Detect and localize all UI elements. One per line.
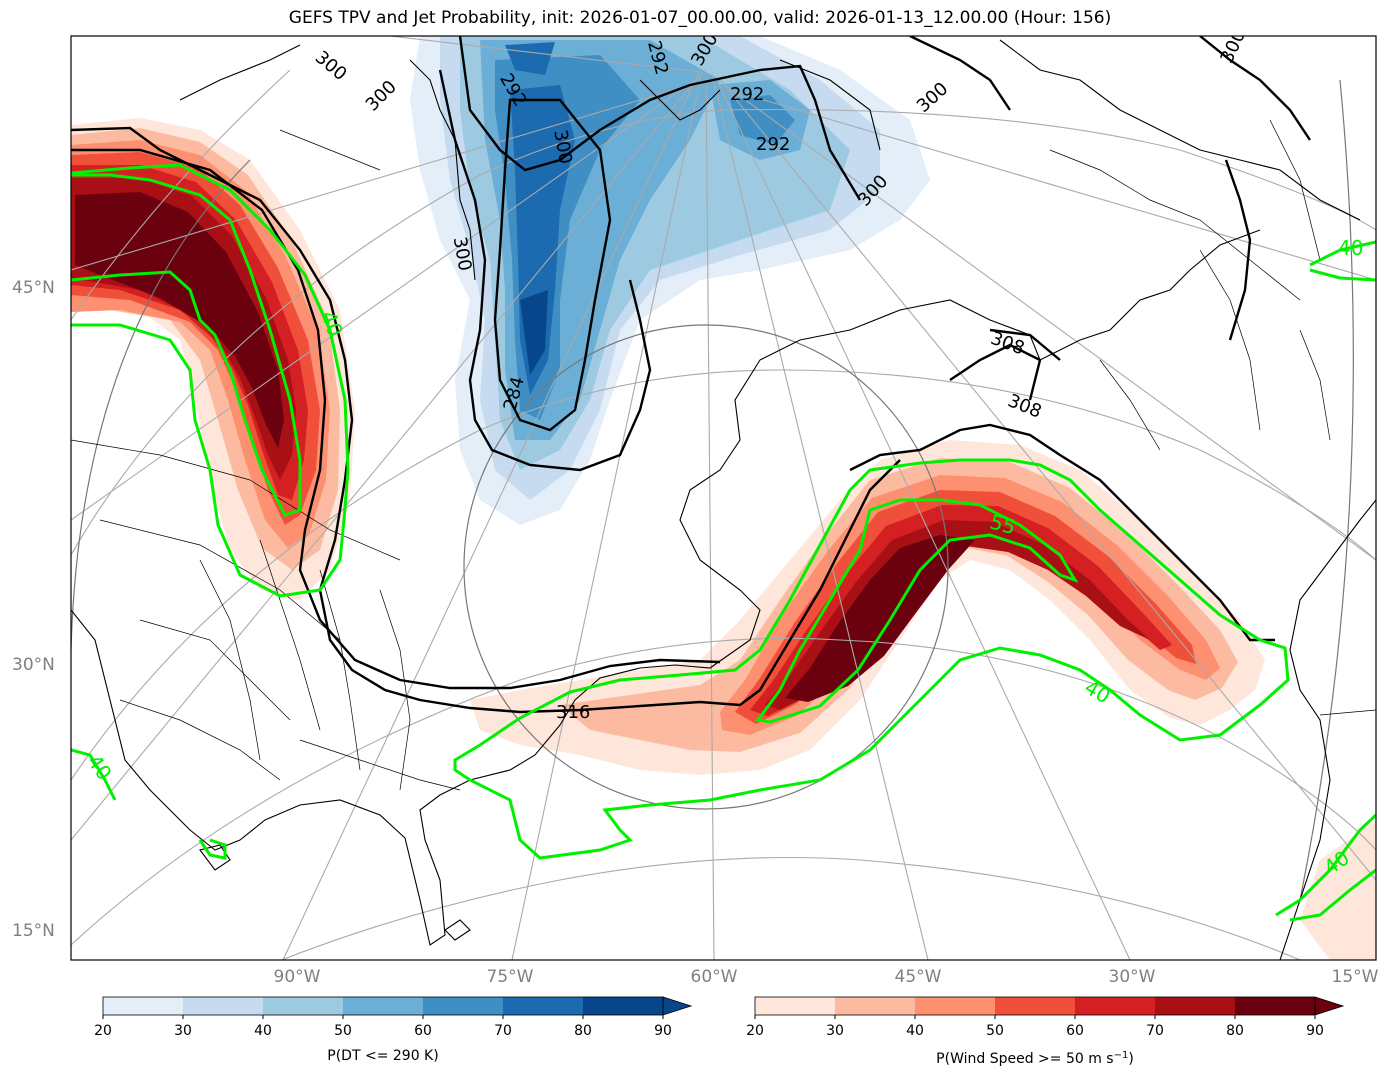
colorbar-tick-label: 90 bbox=[1306, 1023, 1324, 1039]
colorbar-tick-label: 40 bbox=[254, 1023, 272, 1039]
colorbar-bin bbox=[263, 997, 344, 1015]
colorbar-bin bbox=[103, 997, 184, 1015]
colorbar-wind-label-suffix: ) bbox=[1128, 1051, 1133, 1067]
dt-contour-label: 292 bbox=[756, 134, 790, 155]
lat-label: 45°N bbox=[12, 278, 55, 298]
colorbar-bin bbox=[835, 997, 916, 1015]
colorbar-tick-label: 30 bbox=[174, 1023, 192, 1039]
colorbar-dt: 20 30 40 50 60 70 80 90 P(DT <= 290 K) bbox=[94, 996, 693, 1064]
lon-label: 45°W bbox=[895, 967, 942, 987]
colorbar-bin bbox=[995, 997, 1076, 1015]
jet-probability-east bbox=[1300, 820, 1376, 960]
colorbar-tick-label: 40 bbox=[906, 1023, 924, 1039]
colorbar-extend-arrow bbox=[662, 996, 693, 1016]
colorbar-wind-label-prefix: P(Wind Speed >= 50 m s bbox=[936, 1051, 1113, 1067]
political-borders bbox=[71, 119, 1376, 791]
colorbar-extend-arrow bbox=[1314, 996, 1345, 1016]
colorbar-tick-label: 20 bbox=[746, 1023, 764, 1039]
colorbar-bin bbox=[503, 997, 584, 1015]
lon-label: 90°W bbox=[274, 967, 321, 987]
wind-speed-contours bbox=[71, 163, 1376, 922]
colorbar-tick-label: 60 bbox=[1066, 1023, 1084, 1039]
colorbar-tick-label: 30 bbox=[826, 1023, 844, 1039]
colorbar-bin bbox=[915, 997, 996, 1015]
latitude-labels: 45°N 30°N 15°N bbox=[12, 278, 55, 941]
dt-contours bbox=[71, 36, 1311, 714]
dt-contour-label: 316 bbox=[556, 702, 590, 723]
lat-label: 15°N bbox=[12, 921, 55, 941]
coastlines bbox=[71, 39, 1376, 960]
colorbar-tick-label: 80 bbox=[1226, 1023, 1244, 1039]
wind-contour-label: 40 bbox=[1338, 236, 1363, 260]
colorbar-bin bbox=[183, 997, 264, 1015]
lon-label: 15°W bbox=[1332, 967, 1379, 987]
colorbar-wind: 20 30 40 50 60 70 80 90 P(Wind Speed >= 50 m s−… bbox=[746, 996, 1345, 1068]
lon-label: 60°W bbox=[691, 967, 738, 987]
map-title: GEFS TPV and Jet Probability, init: 2026… bbox=[288, 8, 1112, 28]
colorbar-tick-label: 80 bbox=[574, 1023, 592, 1039]
dt-contour-label: 292 bbox=[730, 84, 764, 105]
longitude-labels: 90°W 75°W 60°W 45°W 30°W 15°W bbox=[274, 967, 1379, 987]
colorbar-tick-label: 50 bbox=[334, 1023, 352, 1039]
colorbar-wind-label: P(Wind Speed >= 50 m s−1) bbox=[936, 1050, 1134, 1068]
colorbar-bin bbox=[1155, 997, 1236, 1015]
colorbar-tick-label: 70 bbox=[494, 1023, 512, 1039]
colorbar-bin bbox=[755, 997, 836, 1015]
colorbar-bin bbox=[1235, 997, 1316, 1015]
colorbar-tick-label: 70 bbox=[1146, 1023, 1164, 1039]
lon-label: 30°W bbox=[1109, 967, 1156, 987]
map-plot-area: 300 300 292 300 292 292 300 300 300 300 … bbox=[71, 36, 1376, 960]
colorbar-tick-label: 50 bbox=[986, 1023, 1004, 1039]
colorbar-dt-label: P(DT <= 290 K) bbox=[327, 1048, 438, 1064]
lon-label: 75°W bbox=[487, 967, 534, 987]
colorbar-wind-label-sup: −1 bbox=[1114, 1050, 1129, 1061]
colorbar-bin bbox=[343, 997, 424, 1015]
graticule bbox=[71, 36, 1376, 960]
lat-label: 30°N bbox=[12, 655, 55, 675]
colorbar-tick-label: 60 bbox=[414, 1023, 432, 1039]
colorbar-tick-label: 20 bbox=[94, 1023, 112, 1039]
colorbar-bin bbox=[583, 997, 664, 1015]
colorbar-bin bbox=[423, 997, 504, 1015]
map-frame bbox=[70, 35, 1377, 961]
colorbar-bin bbox=[1075, 997, 1156, 1015]
colorbar-tick-label: 90 bbox=[654, 1023, 672, 1039]
polar-circles bbox=[71, 79, 1354, 901]
